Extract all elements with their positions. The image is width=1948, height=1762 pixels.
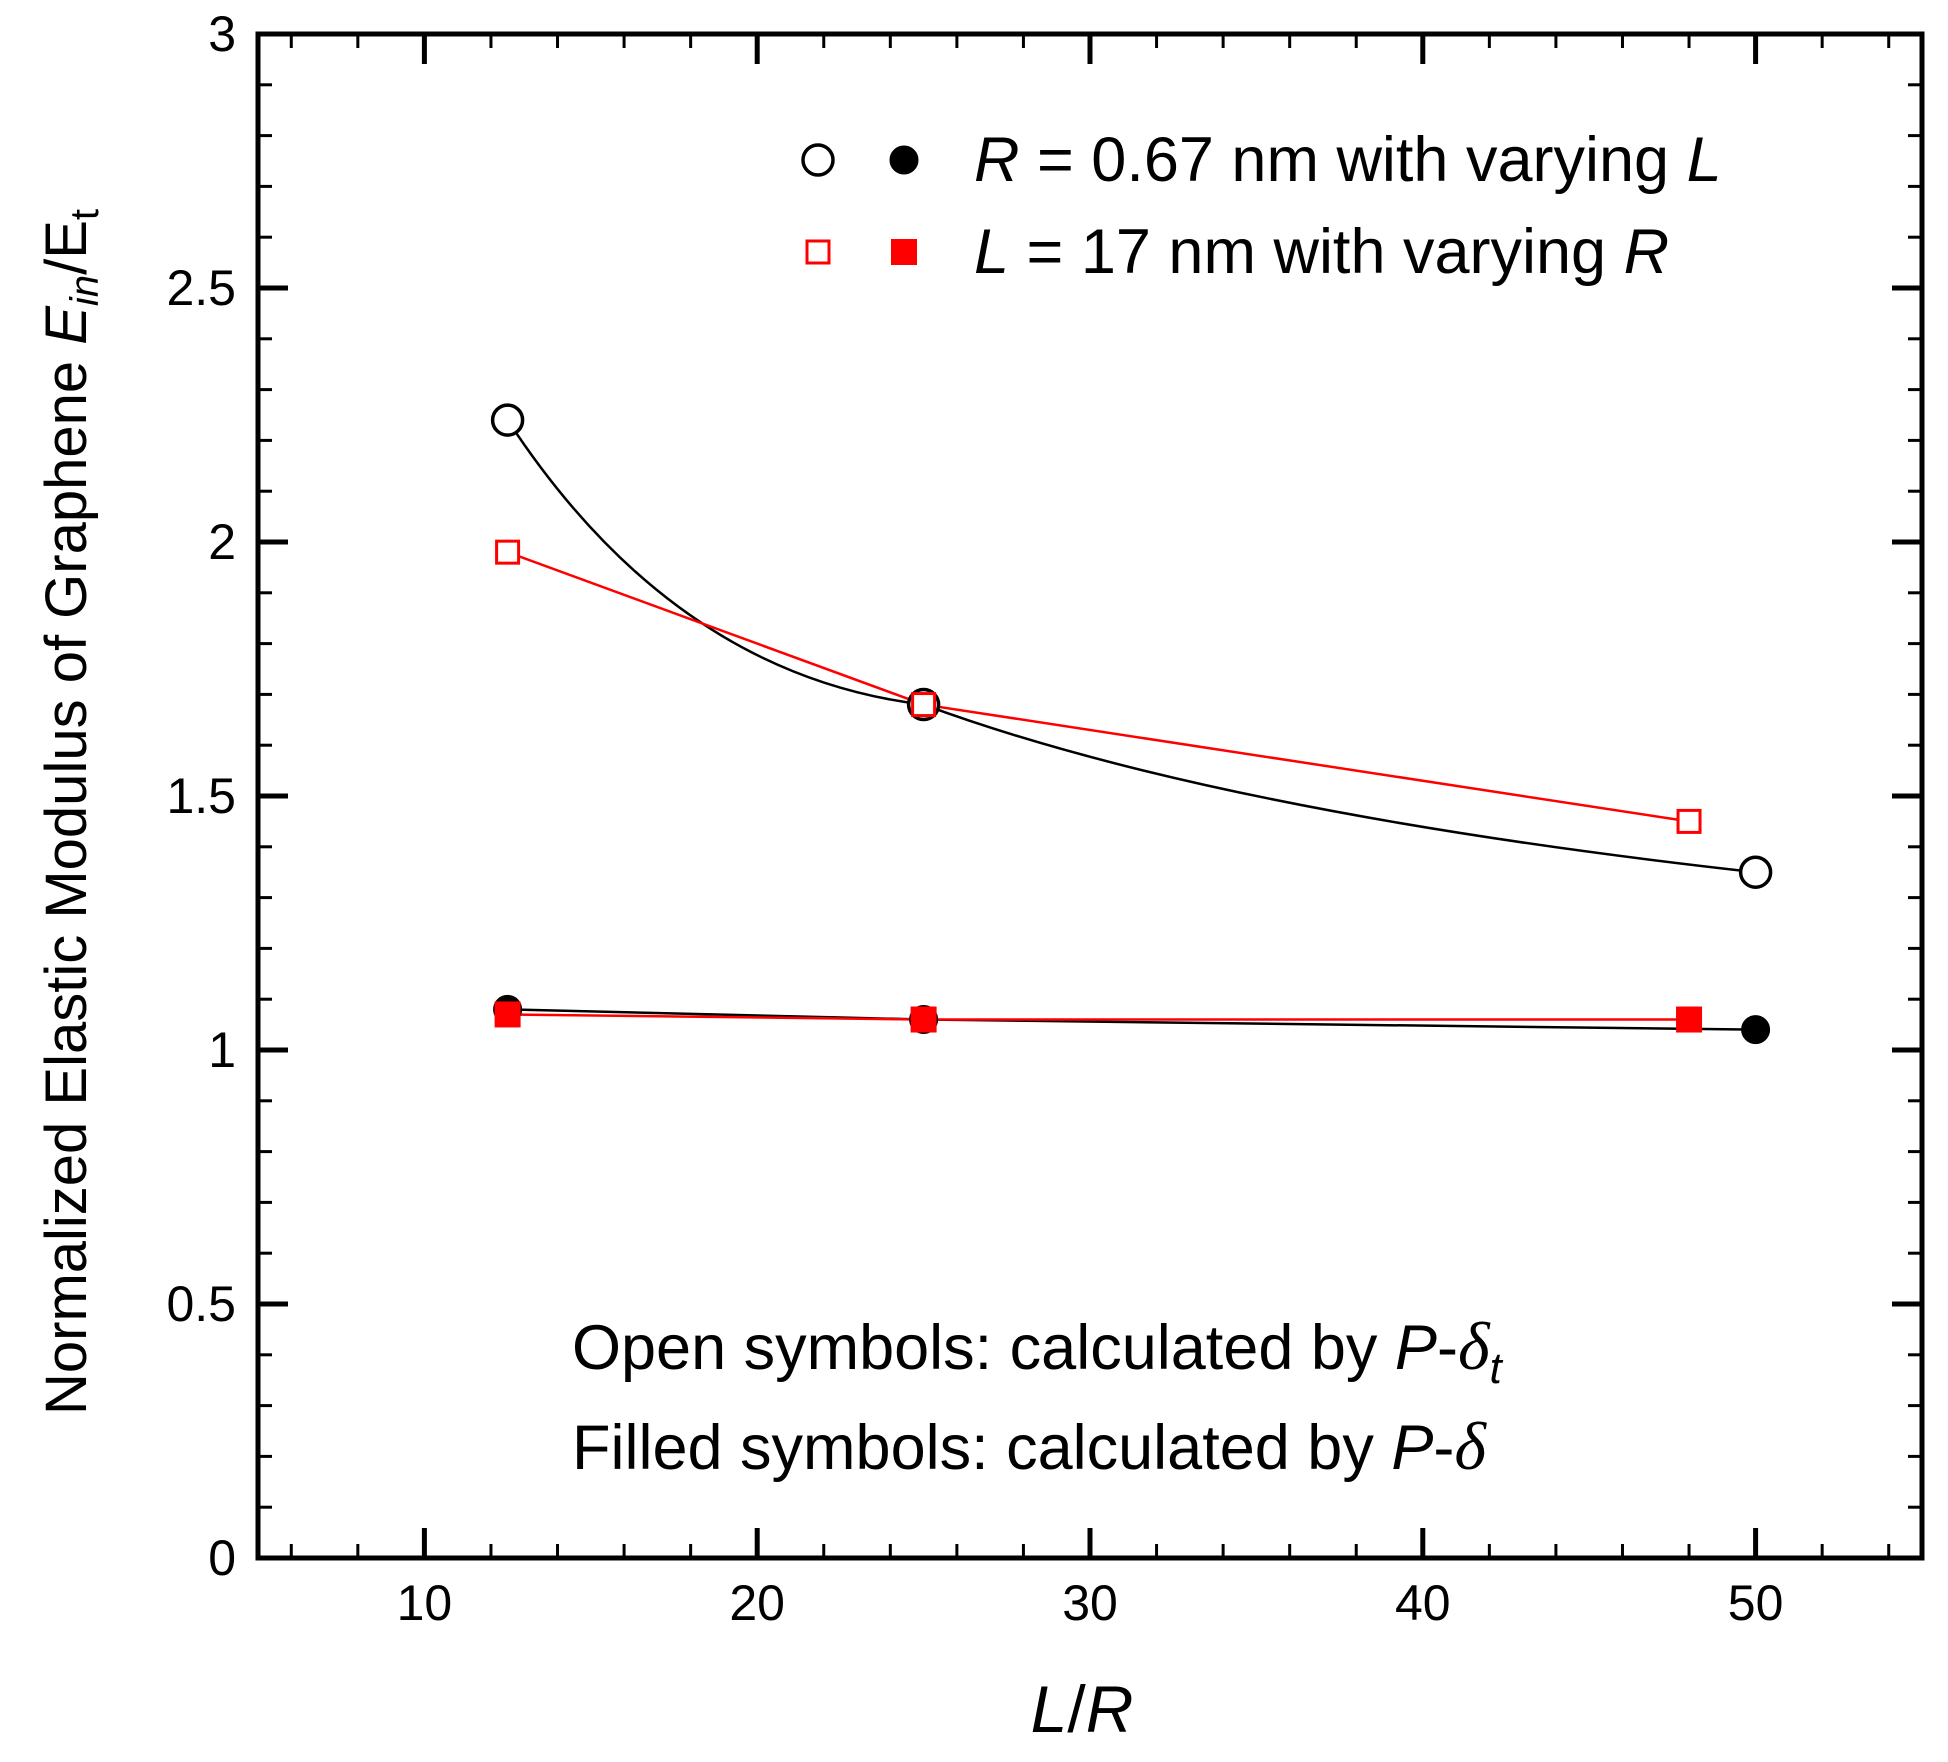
point-circle-filled [1741, 1015, 1771, 1045]
y-tick-label: 2.5 [166, 260, 236, 316]
legend-circle-open [801, 143, 835, 177]
legend-label: L = 17 nm with varying R [974, 217, 1669, 287]
y-tick-label: 0 [208, 1530, 236, 1586]
legend: R = 0.67 nm with varying L L = 17 nm with… [801, 125, 1722, 287]
point-square-open [911, 692, 937, 718]
point-circle-open [1738, 855, 1773, 889]
x-tick-label: 50 [1728, 1575, 1784, 1631]
y-tick-label: 2 [208, 514, 236, 570]
y-axis-label: Normalized Elastic Modulus of Graphene E… [34, 209, 107, 1415]
point-square-filled [1676, 1006, 1703, 1033]
x-tick-label: 40 [1395, 1575, 1451, 1631]
line-square-filled [507, 1013, 1690, 1021]
tick-labels: 10 20 30 40 50 0 0.5 1 1.5 2 2.5 3 [166, 6, 1783, 1631]
point-square-open [1676, 808, 1702, 834]
point-square-filled [494, 1001, 521, 1028]
legend-circle-filled [889, 145, 919, 175]
series-markers [490, 403, 1773, 1045]
legend-label: R = 0.67 nm with varying L [974, 125, 1722, 195]
point-square-open [495, 539, 521, 565]
legend-square-filled [891, 239, 917, 265]
line-square-open [507, 550, 1690, 823]
point-square-filled [910, 1006, 937, 1033]
y-tick-label: 1 [208, 1022, 236, 1078]
x-tick-label: 30 [1062, 1575, 1118, 1631]
legend-square-open [805, 239, 831, 265]
annotation-block: Open symbols: calculated by P-δt Filled … [572, 1308, 1504, 1484]
y-tick-label: 0.5 [166, 1276, 236, 1332]
y-tick-label: 3 [208, 6, 236, 62]
axes [255, 31, 1925, 1561]
line-circle-open [506, 419, 1756, 874]
point-circle-open [490, 403, 525, 437]
annotation-open-symbols: Open symbols: calculated by P-δt [572, 1308, 1504, 1393]
x-tick-label: 10 [397, 1575, 453, 1631]
annotation-filled-symbols: Filled symbols: calculated by P-δ [572, 1408, 1487, 1484]
y-tick-label: 1.5 [166, 768, 236, 824]
series-lines [506, 419, 1756, 1031]
x-axis-label: L/R [1031, 1672, 1134, 1746]
x-tick-label: 20 [729, 1575, 785, 1631]
